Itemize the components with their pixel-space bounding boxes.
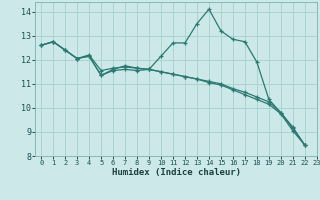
X-axis label: Humidex (Indice chaleur): Humidex (Indice chaleur) <box>111 168 241 177</box>
